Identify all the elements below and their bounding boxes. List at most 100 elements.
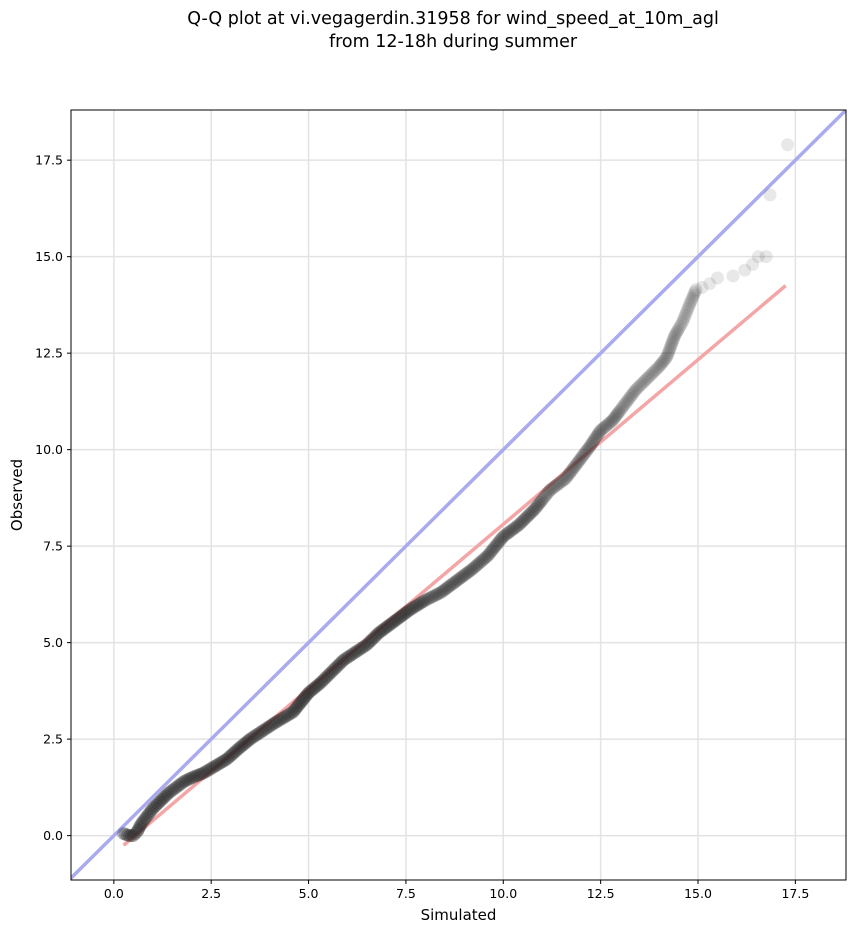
qq-point bbox=[384, 617, 398, 631]
qq-point bbox=[144, 804, 158, 818]
qq-point bbox=[600, 418, 614, 432]
qq-point bbox=[200, 764, 214, 778]
qq-point bbox=[671, 323, 685, 337]
qq-point bbox=[138, 811, 152, 825]
qq-point bbox=[578, 446, 592, 460]
qq-point bbox=[398, 607, 412, 621]
qq-point bbox=[183, 772, 197, 786]
qq-point bbox=[228, 745, 242, 759]
qq-point bbox=[738, 263, 752, 277]
qq-point bbox=[291, 699, 305, 713]
qq-point bbox=[608, 410, 622, 424]
qq-point bbox=[240, 735, 254, 749]
qq-point bbox=[650, 361, 664, 375]
qq-point bbox=[682, 298, 696, 312]
qq-point bbox=[498, 528, 512, 542]
qq-point bbox=[214, 756, 228, 770]
qq-point bbox=[605, 414, 619, 428]
qq-point bbox=[328, 661, 342, 675]
qq-point bbox=[537, 490, 551, 504]
qq-point bbox=[495, 531, 509, 545]
qq-point bbox=[588, 432, 602, 446]
y-axis-label: Observed bbox=[8, 459, 26, 531]
y-tick-label: 17.5 bbox=[35, 153, 63, 168]
qq-point bbox=[231, 742, 245, 756]
qq-point bbox=[484, 545, 498, 559]
qq-point bbox=[656, 355, 670, 369]
qq-point bbox=[477, 552, 491, 566]
qq-point bbox=[520, 510, 534, 524]
qq-point bbox=[560, 470, 574, 484]
qq-point bbox=[539, 488, 553, 502]
qq-point bbox=[575, 449, 589, 463]
qq-point bbox=[681, 300, 695, 314]
qq-point bbox=[482, 547, 496, 561]
qq-point bbox=[161, 786, 175, 800]
qq-point bbox=[274, 712, 288, 726]
qq-point bbox=[523, 507, 537, 521]
qq-point bbox=[179, 774, 193, 788]
qq-point bbox=[489, 538, 503, 552]
qq-point bbox=[290, 700, 304, 714]
qq-point bbox=[667, 331, 681, 345]
qq-point bbox=[550, 478, 564, 492]
qq-point bbox=[322, 668, 336, 682]
qq-point bbox=[259, 722, 273, 736]
qq-point bbox=[644, 368, 658, 382]
qq-point bbox=[387, 614, 401, 628]
qq-point bbox=[422, 591, 436, 605]
qq-point bbox=[405, 602, 419, 616]
qq-point bbox=[599, 419, 613, 433]
qq-point bbox=[526, 504, 540, 518]
qq-point bbox=[348, 645, 362, 659]
qq-point bbox=[212, 757, 226, 771]
x-axis-ticks: 0.0 2.5 5.0 7.5 10.0 12.5 15.0 17.5 bbox=[104, 880, 809, 901]
qq-point bbox=[303, 684, 317, 698]
qq-point bbox=[235, 739, 249, 753]
qq-point bbox=[143, 805, 157, 819]
qq-point bbox=[193, 768, 207, 782]
qq-point bbox=[261, 721, 275, 735]
qq-point bbox=[663, 342, 677, 356]
qq-point bbox=[763, 188, 777, 202]
qq-point bbox=[536, 492, 550, 506]
qq-point bbox=[492, 535, 506, 549]
qq-point bbox=[173, 777, 187, 791]
qq-point bbox=[206, 760, 220, 774]
x-tick-label: 0.0 bbox=[104, 886, 124, 901]
qq-point bbox=[411, 598, 425, 612]
qq-point bbox=[572, 454, 586, 468]
qq-point bbox=[751, 250, 765, 264]
qq-point bbox=[122, 829, 136, 843]
qq-point bbox=[607, 412, 621, 426]
qq-point bbox=[570, 456, 584, 470]
qq-point bbox=[594, 423, 608, 437]
qq-point bbox=[679, 307, 693, 321]
qq-point bbox=[424, 590, 438, 604]
qq-point bbox=[530, 499, 544, 513]
qq-point bbox=[401, 604, 415, 618]
qq-point bbox=[617, 398, 631, 412]
qq-point bbox=[407, 600, 421, 614]
qq-point bbox=[535, 494, 549, 508]
qq-point bbox=[223, 749, 237, 763]
qq-point bbox=[185, 771, 199, 785]
qq-point bbox=[117, 827, 131, 841]
qq-point bbox=[140, 809, 154, 823]
qq-point bbox=[666, 333, 680, 347]
qq-point bbox=[167, 782, 181, 796]
qq-point bbox=[430, 587, 444, 601]
qq-point bbox=[481, 549, 495, 563]
qq-point bbox=[352, 643, 366, 657]
qq-point bbox=[333, 656, 347, 670]
qq-point bbox=[169, 780, 183, 794]
qq-point bbox=[553, 475, 567, 489]
qq-point bbox=[559, 472, 573, 486]
qq-point bbox=[472, 556, 486, 570]
qq-point bbox=[614, 402, 628, 416]
qq-point bbox=[552, 477, 566, 491]
qq-point bbox=[577, 448, 591, 462]
qq-point bbox=[467, 561, 481, 575]
qq-point bbox=[152, 795, 166, 809]
qq-point bbox=[622, 391, 636, 405]
